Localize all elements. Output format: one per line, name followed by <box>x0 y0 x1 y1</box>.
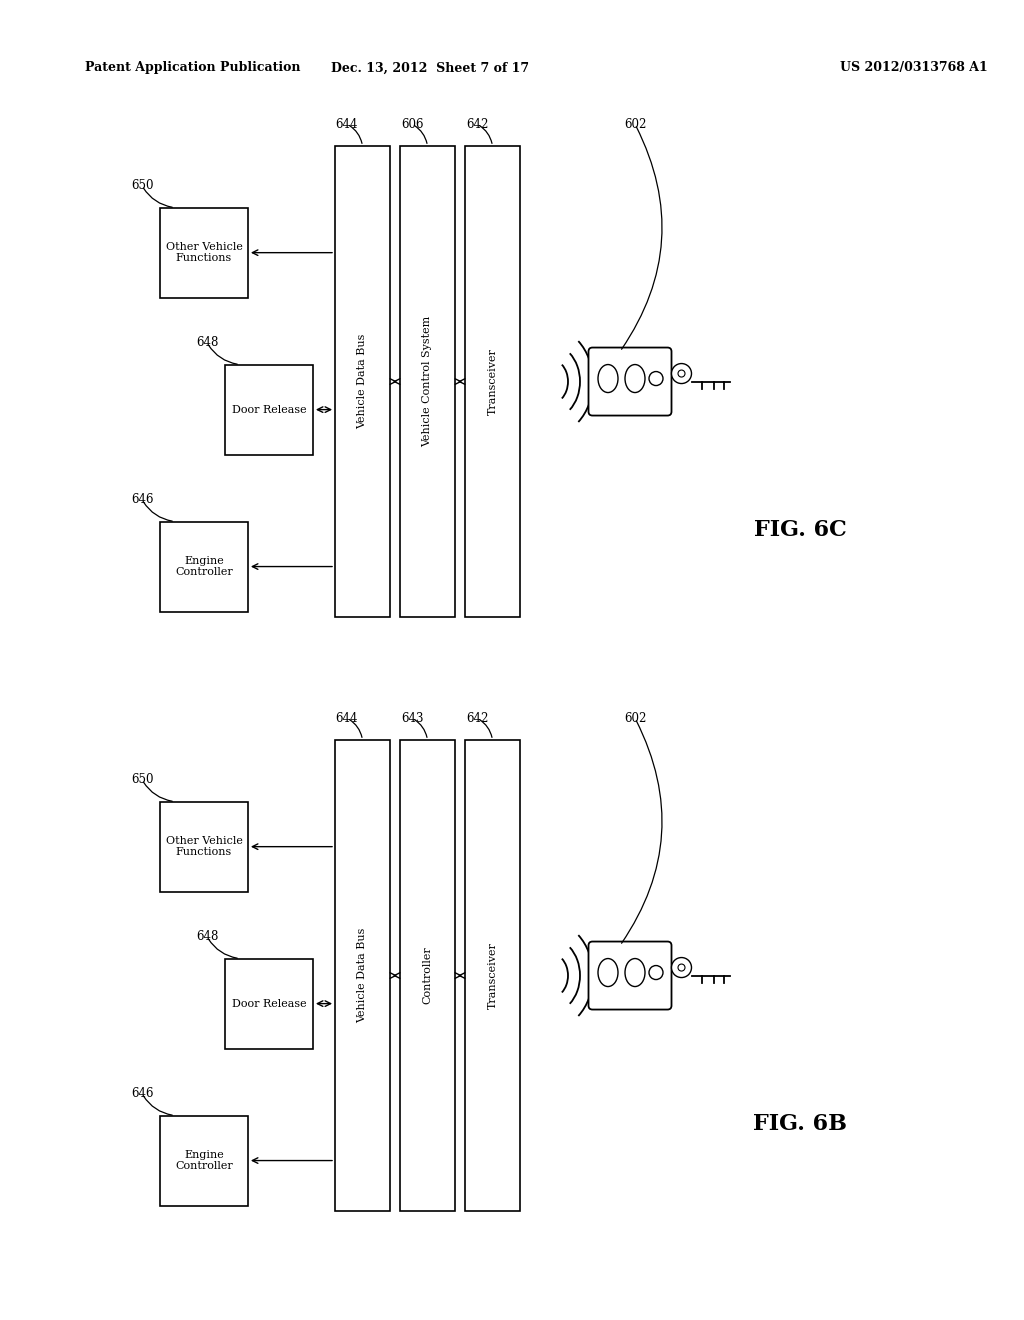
Text: Patent Application Publication: Patent Application Publication <box>85 62 300 74</box>
Text: 650: 650 <box>131 180 154 193</box>
Text: 643: 643 <box>400 711 423 725</box>
Text: 646: 646 <box>131 1088 154 1100</box>
Ellipse shape <box>625 958 645 986</box>
Bar <box>160 801 248 892</box>
Bar <box>465 741 520 1210</box>
Bar <box>335 147 390 616</box>
Text: 646: 646 <box>131 494 154 506</box>
Text: 650: 650 <box>131 774 154 787</box>
Text: Transceiver: Transceiver <box>487 348 498 414</box>
Text: Engine
Controller: Engine Controller <box>175 556 232 577</box>
Text: US 2012/0313768 A1: US 2012/0313768 A1 <box>840 62 988 74</box>
Text: 644: 644 <box>336 117 358 131</box>
Circle shape <box>649 371 663 385</box>
FancyBboxPatch shape <box>589 941 672 1010</box>
Bar <box>225 958 313 1048</box>
Text: 642: 642 <box>466 117 488 131</box>
Text: Vehicle Data Bus: Vehicle Data Bus <box>357 334 368 429</box>
Text: FIG. 6B: FIG. 6B <box>753 1113 847 1135</box>
Text: Vehicle Control System: Vehicle Control System <box>423 315 432 447</box>
Text: 642: 642 <box>466 711 488 725</box>
Text: 602: 602 <box>624 711 646 725</box>
Text: Dec. 13, 2012  Sheet 7 of 17: Dec. 13, 2012 Sheet 7 of 17 <box>331 62 529 74</box>
Bar <box>160 521 248 611</box>
Circle shape <box>649 965 663 979</box>
Bar <box>400 741 455 1210</box>
Text: FIG. 6C: FIG. 6C <box>754 519 847 541</box>
FancyBboxPatch shape <box>589 347 672 416</box>
Text: 602: 602 <box>624 117 646 131</box>
Bar <box>465 147 520 616</box>
Circle shape <box>678 370 685 378</box>
Text: 648: 648 <box>196 337 218 348</box>
Text: 648: 648 <box>196 931 218 942</box>
Text: 606: 606 <box>400 117 423 131</box>
Ellipse shape <box>625 364 645 392</box>
Text: Transceiver: Transceiver <box>487 942 498 1008</box>
Bar <box>225 364 313 454</box>
Bar <box>160 207 248 297</box>
Text: Door Release: Door Release <box>231 405 306 414</box>
Circle shape <box>672 957 691 978</box>
Text: Vehicle Data Bus: Vehicle Data Bus <box>357 928 368 1023</box>
Text: Other Vehicle
Functions: Other Vehicle Functions <box>166 836 243 858</box>
Ellipse shape <box>598 364 618 392</box>
Bar <box>335 741 390 1210</box>
Ellipse shape <box>598 958 618 986</box>
Text: Other Vehicle
Functions: Other Vehicle Functions <box>166 242 243 264</box>
Text: Controller: Controller <box>423 946 432 1005</box>
Text: 644: 644 <box>336 711 358 725</box>
Bar <box>400 147 455 616</box>
Bar <box>160 1115 248 1205</box>
Text: Engine
Controller: Engine Controller <box>175 1150 232 1171</box>
Circle shape <box>672 363 691 384</box>
Circle shape <box>678 964 685 972</box>
Text: Door Release: Door Release <box>231 999 306 1008</box>
